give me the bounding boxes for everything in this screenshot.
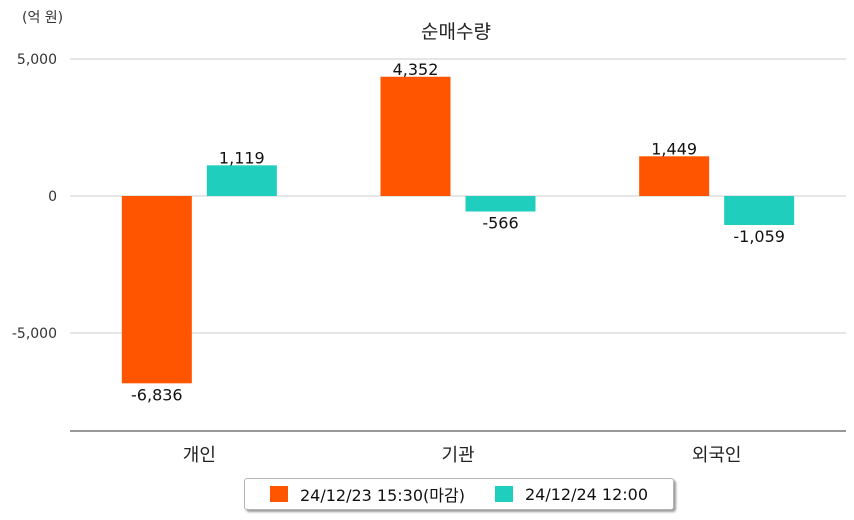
chart-title: 순매수량 — [421, 21, 491, 43]
bars — [121, 76, 795, 384]
y-tick-label: -5,000 — [12, 326, 57, 342]
data-label: -1,059 — [733, 227, 785, 246]
x-tick-labels: 개인 기관 외국인 — [183, 445, 742, 466]
bar[interactable] — [639, 156, 710, 196]
grid-lines: 5,000 0 -5,000 — [12, 52, 846, 342]
x-tick-label: 개인 — [183, 445, 216, 466]
data-label: -566 — [482, 214, 518, 233]
bar[interactable] — [121, 196, 192, 384]
unit-label: (억 원) — [22, 10, 63, 26]
legend-label-series-2: 24/12/24 12:00 — [524, 484, 649, 504]
bar[interactable] — [206, 165, 277, 196]
data-label: 1,449 — [651, 139, 697, 158]
y-tick-label: 5,000 — [17, 52, 57, 68]
bar[interactable] — [380, 76, 451, 196]
x-tick-label: 외국인 — [692, 445, 742, 466]
legend-swatch-series-2 — [494, 486, 513, 502]
x-tick-label: 기관 — [441, 445, 474, 466]
data-label: -6,836 — [131, 385, 183, 404]
data-label: 4,352 — [393, 60, 439, 79]
legend: 24/12/23 15:30(마감) 24/12/24 12:00 — [244, 478, 674, 510]
y-tick-label: 0 — [48, 189, 57, 205]
legend-item-series-2[interactable]: 24/12/24 12:00 — [494, 484, 649, 504]
bar[interactable] — [465, 196, 536, 212]
data-labels: -6,836 1,119 4,352 -566 1,449 -1,059 — [131, 60, 785, 405]
legend-label-series-1: 24/12/23 15:30(마감) — [299, 486, 465, 505]
data-label: 1,119 — [219, 148, 265, 167]
legend-swatch-series-1 — [269, 486, 288, 502]
bar[interactable] — [724, 196, 795, 226]
legend-item-series-1[interactable]: 24/12/23 15:30(마감) — [269, 482, 465, 506]
